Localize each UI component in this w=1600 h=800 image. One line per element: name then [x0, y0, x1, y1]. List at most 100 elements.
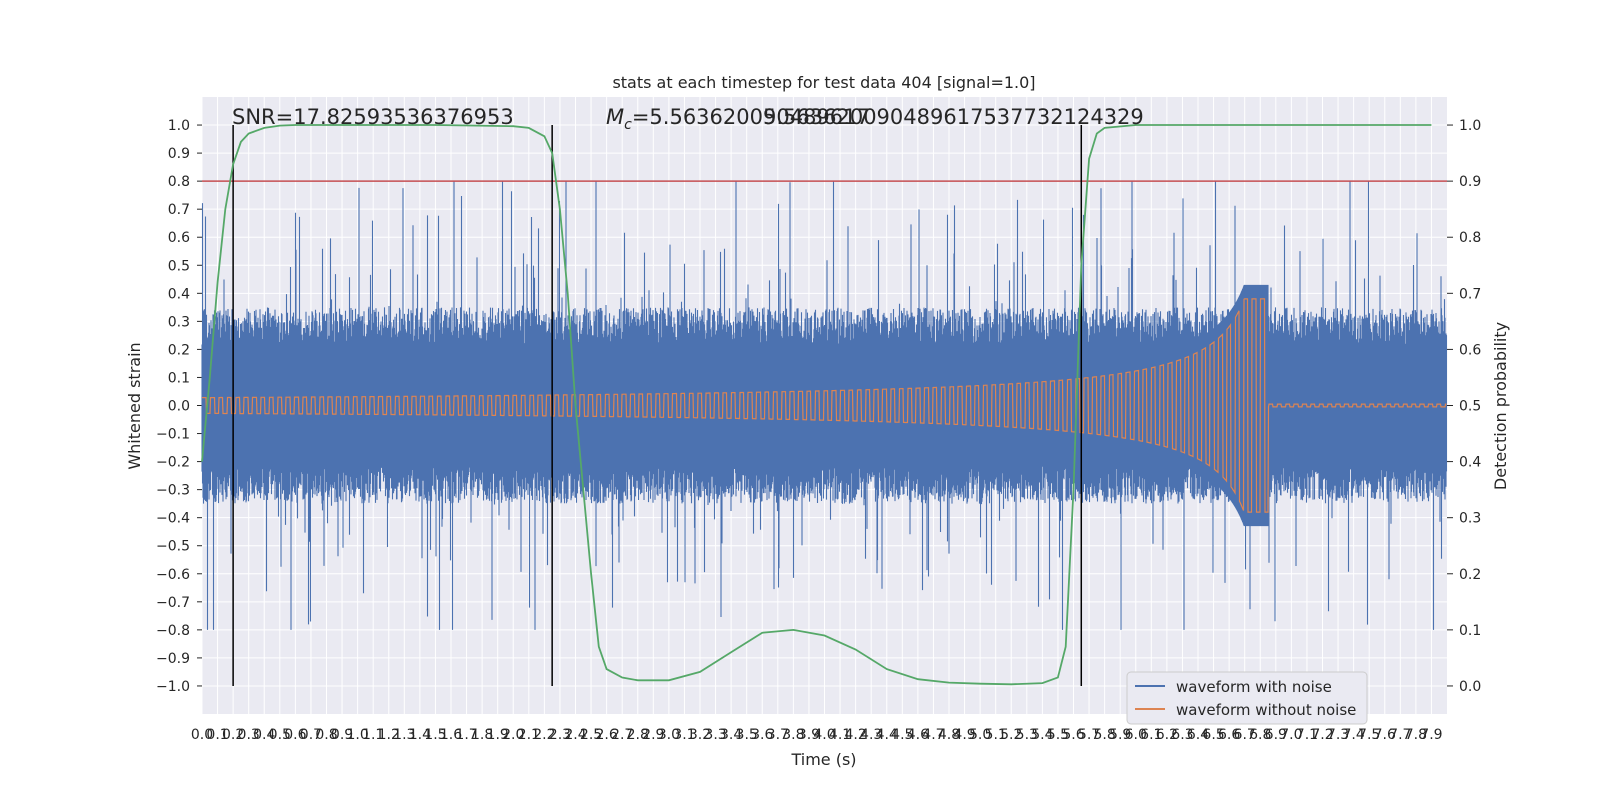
x-tick-label: 4.1: [829, 727, 851, 743]
x-tick-label: 2.5: [580, 727, 602, 743]
x-tick-label: 5.8: [1093, 727, 1115, 743]
x-tick-labels: 0.00.10.20.30.40.50.60.70.80.91.01.11.21…: [191, 727, 1443, 743]
x-axis-label: Time (s): [790, 750, 856, 769]
y-tick-label: 0.5: [168, 258, 190, 274]
x-tick-label: 5.1: [985, 727, 1007, 743]
x-tick-label: 0.3: [238, 727, 260, 743]
y-tick-labels: −1.0 −0.9 −0.8 −0.7 −0.6 −0.5 −0.4 −0.3 −0.2 −0.1…: [156, 118, 190, 695]
x-tick-label: 3.7: [767, 727, 789, 743]
y2-tick-label: 1.0: [1459, 118, 1481, 134]
x-tick-label: 2.9: [642, 727, 664, 743]
x-tick-label: 7.7: [1389, 727, 1411, 743]
y2-tick-label: 0.5: [1459, 399, 1481, 415]
y-tick-label: 0.3: [168, 314, 190, 330]
x-tick-label: 7.1: [1296, 727, 1318, 743]
x-tick-label: 4.0: [813, 727, 835, 743]
x-tick-label: 3.9: [798, 727, 820, 743]
x-tick-label: 1.4: [409, 727, 431, 743]
x-tick-label: 0.5: [269, 727, 291, 743]
x-tick-label: 5.6: [1062, 727, 1084, 743]
x-tick-label: 5.3: [1016, 727, 1038, 743]
y-tick-label: 0.0: [168, 399, 190, 415]
x-tick-label: 4.8: [938, 727, 960, 743]
x-tick-label: 5.5: [1047, 727, 1069, 743]
mc-symbol: M: [606, 105, 624, 129]
x-tick-label: 6.1: [1140, 727, 1162, 743]
x-tick-label: 4.5: [891, 727, 913, 743]
x-tick-label: 4.4: [876, 727, 898, 743]
x-tick-label: 1.2: [378, 727, 400, 743]
y-tick-label: 1.0: [168, 118, 190, 134]
x-tick-label: 5.0: [969, 727, 991, 743]
y2-tick-label: 0.8: [1459, 230, 1481, 246]
x-tick-label: 3.3: [704, 727, 726, 743]
x-tick-label: 1.3: [393, 727, 415, 743]
x-tick-label: 2.1: [518, 727, 540, 743]
y2-tick-label: 0.7: [1459, 286, 1481, 302]
x-tick-label: 3.1: [673, 727, 695, 743]
x-tick-label: 1.7: [455, 727, 477, 743]
x-tick-label: 2.2: [533, 727, 555, 743]
x-tick-label: 7.8: [1405, 727, 1427, 743]
x-tick-label: 7.9: [1420, 727, 1442, 743]
chirp-series: [202, 298, 1447, 513]
x-tick-label: 4.9: [953, 727, 975, 743]
x-tick-label: 4.3: [860, 727, 882, 743]
x-tick-label: 7.6: [1374, 727, 1396, 743]
y2-tick-label: 0.0: [1459, 679, 1481, 695]
y-tick-label: −0.2: [156, 455, 190, 471]
y2-tick-label: 0.1: [1459, 623, 1481, 639]
chart-title: stats at each timestep for test data 404…: [612, 73, 1035, 92]
y2-tick-label: 0.3: [1459, 511, 1481, 527]
y-tick-label: 0.7: [168, 202, 190, 218]
x-tick-label: 6.5: [1202, 727, 1224, 743]
x-tick-label: 1.5: [424, 727, 446, 743]
y-tick-label: 0.6: [168, 230, 190, 246]
y2-tick-label: 0.9: [1459, 174, 1481, 190]
x-tick-label: 1.9: [487, 727, 509, 743]
x-tick-label: 6.7: [1234, 727, 1256, 743]
x-tick-label: 0.9: [331, 727, 353, 743]
x-tick-label: 0.7: [300, 727, 322, 743]
x-tick-label: 4.2: [844, 727, 866, 743]
y-tick-label: −0.4: [156, 511, 190, 527]
x-tick-label: 3.5: [736, 727, 758, 743]
y-tick-label: −1.0: [156, 679, 190, 695]
x-tick-label: 1.0: [346, 727, 368, 743]
x-tick-label: 2.8: [627, 727, 649, 743]
x-tick-label: 7.4: [1342, 727, 1364, 743]
y-tick-label: −0.1: [156, 427, 190, 443]
x-tick-label: 6.9: [1265, 727, 1287, 743]
x-tick-label: 4.7: [922, 727, 944, 743]
y2-tick-label: 0.4: [1459, 455, 1481, 471]
x-tick-label: 6.4: [1187, 727, 1209, 743]
y-tick-label: 0.4: [168, 286, 190, 302]
x-tick-label: 3.4: [720, 727, 742, 743]
y-tick-label: −0.3: [156, 483, 190, 499]
overlays: [201, 124, 1447, 686]
x-tick-label: 6.0: [1125, 727, 1147, 743]
y2-axis-label: Detection probability: [1491, 322, 1510, 490]
legend-label-noise: waveform with noise: [1176, 678, 1332, 696]
x-tick-label: 2.4: [564, 727, 586, 743]
legend-box: [1126, 671, 1368, 725]
y2-tick-labels: 0.0 0.1 0.2 0.3 0.4 0.5 0.6 0.7 0.8 0.9 1.0: [1447, 118, 1481, 695]
x-tick-label: 4.6: [907, 727, 929, 743]
x-tick-label: 5.9: [1109, 727, 1131, 743]
y2-tick-label: 0.6: [1459, 342, 1481, 358]
x-tick-label: 6.6: [1218, 727, 1240, 743]
x-tick-label: 0.0: [191, 727, 213, 743]
mc-value: =5.563620090489617: [632, 105, 870, 129]
x-tick-label: 3.2: [689, 727, 711, 743]
x-tick-label: 6.3: [1171, 727, 1193, 743]
mc-overlap-annotation: 5.563620090489617537732124329: [763, 105, 1144, 129]
x-tick-label: 0.1: [206, 727, 228, 743]
x-tick-label: 7.3: [1327, 727, 1349, 743]
x-tick-label: 1.6: [440, 727, 462, 743]
mc-annotation: Mc=5.563620090489617: [606, 105, 870, 133]
y-tick-label: −0.9: [156, 651, 190, 667]
x-tick-label: 0.2: [222, 727, 244, 743]
y-tick-label: 0.2: [168, 342, 190, 358]
x-tick-label: 7.5: [1358, 727, 1380, 743]
